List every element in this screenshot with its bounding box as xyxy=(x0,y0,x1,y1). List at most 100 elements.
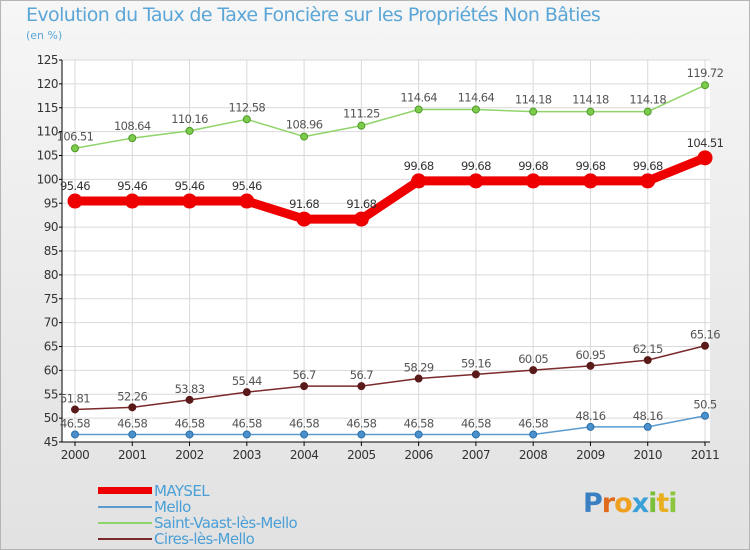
y-tick-label: 85 xyxy=(44,244,58,258)
series-line-maysel xyxy=(70,153,710,224)
data-label: 110.16 xyxy=(171,112,208,126)
logo-letter: r xyxy=(601,488,615,519)
data-label: 65.16 xyxy=(690,328,720,342)
data-point xyxy=(414,374,423,383)
data-point xyxy=(357,382,366,391)
data-point xyxy=(468,173,484,189)
data-point xyxy=(185,395,194,404)
data-point xyxy=(529,107,538,116)
y-tick-label: 120 xyxy=(37,77,58,91)
legend-swatch-mello xyxy=(98,506,152,508)
data-point xyxy=(128,430,137,439)
logo-letter: i xyxy=(648,488,657,519)
y-tick-label: 70 xyxy=(44,316,58,330)
data-point xyxy=(185,126,194,135)
data-label: 99.68 xyxy=(633,159,663,173)
x-tick-label: 2003 xyxy=(233,448,262,462)
data-label: 119.72 xyxy=(687,66,724,80)
data-label: 60.05 xyxy=(518,352,548,366)
data-label: 114.18 xyxy=(572,93,609,107)
data-label: 55.44 xyxy=(232,374,262,388)
series-line-saint-vaast-l-s-mello xyxy=(74,84,706,150)
data-label: 60.95 xyxy=(575,348,605,362)
legend-label: Cires-lès-Mello xyxy=(154,530,255,548)
data-label: 46.58 xyxy=(404,416,434,430)
data-label: 95.46 xyxy=(232,179,262,193)
y-tick-label: 95 xyxy=(44,196,58,210)
data-label: 46.58 xyxy=(346,416,376,430)
x-tick-label: 2004 xyxy=(290,448,319,462)
chart-subtitle: (en %) xyxy=(26,29,63,42)
legend-swatch-saint-vaast xyxy=(98,522,152,524)
y-tick-label: 55 xyxy=(44,387,58,401)
data-label: 50.5 xyxy=(693,398,716,412)
data-labels: 51.81 52.26 53.83 55.44 56.7 56.7 58.29 59.16 60… xyxy=(57,66,725,430)
logo-letter: t xyxy=(656,488,669,519)
legend-label: Mello xyxy=(154,498,191,516)
data-point xyxy=(701,411,709,420)
x-tick-label: 2000 xyxy=(61,448,90,462)
data-label: 48.16 xyxy=(633,409,663,423)
data-point xyxy=(71,144,79,153)
data-point xyxy=(582,173,598,189)
data-label: 95.46 xyxy=(60,179,90,193)
data-point xyxy=(300,430,309,439)
x-tick-label: 2008 xyxy=(519,448,548,462)
data-point xyxy=(300,132,309,141)
data-point xyxy=(185,430,194,439)
data-point xyxy=(242,115,251,124)
data-label: 108.64 xyxy=(114,119,151,133)
data-point xyxy=(701,81,709,90)
y-tick-label: 90 xyxy=(44,220,58,234)
data-label: 99.68 xyxy=(461,159,491,173)
data-point xyxy=(353,211,369,227)
data-label: 46.58 xyxy=(232,416,262,430)
data-label: 114.18 xyxy=(629,93,666,107)
data-label: 46.58 xyxy=(289,416,319,430)
data-label: 46.58 xyxy=(518,416,548,430)
data-label: 95.46 xyxy=(175,179,205,193)
data-label: 114.64 xyxy=(400,90,437,104)
data-label: 99.68 xyxy=(404,159,434,173)
x-tick-label: 2007 xyxy=(462,448,491,462)
data-point xyxy=(643,422,652,431)
data-label: 99.68 xyxy=(575,159,605,173)
data-label: 106.51 xyxy=(57,129,94,143)
chart-title: Evolution du Taux de Taxe Foncière sur l… xyxy=(26,4,601,26)
axes: 45 50 55 60 65 70 75 80 85 90 95 100 105 110 115 120 125… xyxy=(37,53,720,462)
y-tick-label: 80 xyxy=(44,268,58,282)
data-point xyxy=(128,134,137,143)
data-point xyxy=(182,193,198,209)
data-label: 58.29 xyxy=(404,361,434,375)
data-point xyxy=(640,173,656,189)
data-label: 114.64 xyxy=(458,90,495,104)
data-label: 104.51 xyxy=(687,136,724,150)
data-point xyxy=(529,366,538,375)
x-tick-label: 2011 xyxy=(691,448,720,462)
data-point xyxy=(471,105,480,114)
logo-letter: x xyxy=(631,488,649,519)
data-point xyxy=(697,150,713,166)
data-point xyxy=(296,211,312,227)
data-point xyxy=(67,193,83,209)
data-label: 52.26 xyxy=(117,389,147,403)
legend-label: Saint-Vaast-lès-Mello xyxy=(154,514,298,532)
data-point xyxy=(414,430,423,439)
data-label: 46.58 xyxy=(117,416,147,430)
series-line-cires-l-s-mello xyxy=(74,344,706,411)
data-point xyxy=(586,361,595,370)
data-label: 56.7 xyxy=(350,368,373,382)
data-point xyxy=(701,341,709,350)
data-point xyxy=(414,105,423,114)
data-point xyxy=(586,422,595,431)
data-label: 46.58 xyxy=(175,416,205,430)
data-point xyxy=(643,356,652,365)
data-point xyxy=(242,430,251,439)
data-label: 53.83 xyxy=(175,382,205,396)
data-point xyxy=(300,382,309,391)
data-label: 46.58 xyxy=(461,416,491,430)
x-tick-label: 2009 xyxy=(576,448,605,462)
data-label: 59.16 xyxy=(461,356,491,370)
x-tick-label: 2001 xyxy=(118,448,147,462)
